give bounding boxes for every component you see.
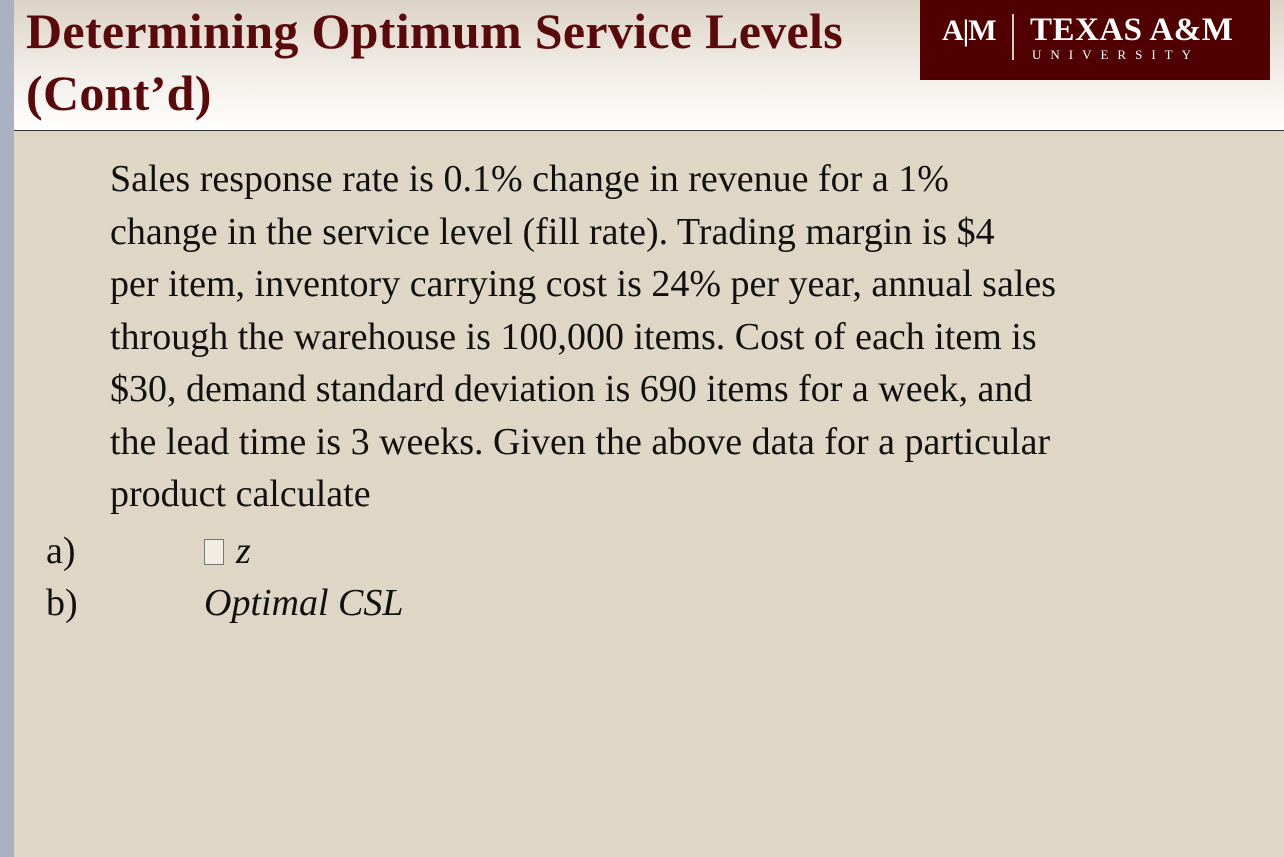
- title-line-2: (Cont’d): [26, 65, 212, 121]
- logo-divider: [1012, 14, 1014, 60]
- slide-title: Determining Optimum Service Levels (Cont…: [26, 0, 926, 124]
- list-item: b) Optimal CSL: [46, 580, 404, 626]
- list-item: a) z: [46, 528, 251, 574]
- left-edge-strip: [0, 0, 14, 857]
- item-text: z: [236, 530, 251, 572]
- text-line: per item, inventory carrying cost is 24%…: [110, 263, 1057, 305]
- item-label: b): [46, 582, 78, 624]
- atm-logo-icon: A|M: [942, 14, 997, 47]
- text-line: through the warehouse is 100,000 items. …: [110, 315, 1037, 358]
- tamu-logo: A|M TEXAS A&M UNIVERSITY: [920, 0, 1270, 80]
- problem-statement: Sales response rate is 0.1% change in re…: [110, 153, 1190, 521]
- logo-name: TEXAS A&M: [1030, 12, 1234, 48]
- missing-glyph-icon: [204, 539, 224, 565]
- item-label: a): [46, 530, 76, 572]
- text-line: Sales response rate is 0.1% change in re…: [110, 158, 949, 200]
- text-line: $30, demand standard deviation is 690 it…: [110, 368, 1033, 410]
- logo-subtitle: UNIVERSITY: [1032, 47, 1200, 62]
- item-text: Optimal CSL: [204, 582, 404, 624]
- text-line: change in the service level (fill rate).…: [110, 210, 995, 253]
- title-line-1: Determining Optimum Service Levels: [26, 3, 843, 59]
- text-line: product calculate: [110, 473, 371, 515]
- text-line: the lead time is 3 weeks. Given the abov…: [110, 420, 1051, 463]
